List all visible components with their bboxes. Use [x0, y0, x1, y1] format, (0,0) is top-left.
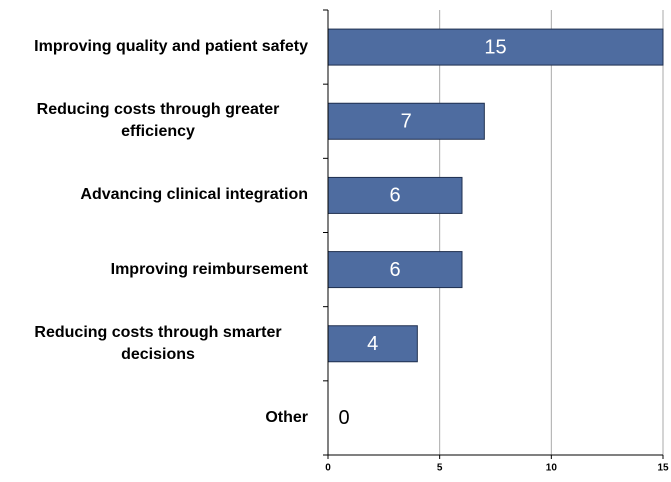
- category-text: Other: [265, 408, 308, 426]
- category-text: Advancing clinical integration: [80, 186, 308, 204]
- category-text: Reducing costs through greater efficienc…: [36, 101, 280, 141]
- value-label: 6: [389, 185, 400, 207]
- x-tick-label: 0: [325, 463, 331, 474]
- value-label: 0: [338, 407, 349, 429]
- bar: [327, 28, 664, 66]
- bar: [327, 325, 418, 363]
- category-label: Improving reimbursement: [8, 259, 308, 281]
- category-label: Reducing costs through smarter decisions: [8, 322, 308, 366]
- category-label: Other: [8, 407, 308, 429]
- x-tick-label: 5: [437, 463, 443, 474]
- category-label: Improving quality and patient safety: [8, 36, 308, 58]
- value-label: 7: [401, 111, 412, 133]
- category-text: Reducing costs through smarter decisions: [34, 323, 282, 363]
- value-label: 15: [484, 36, 506, 58]
- value-label: 4: [367, 333, 378, 355]
- category-text: Improving reimbursement: [110, 260, 308, 278]
- category-text: Improving quality and patient safety: [34, 38, 308, 56]
- value-label: 6: [389, 259, 400, 281]
- bar: [327, 176, 463, 214]
- bar: [327, 251, 463, 289]
- category-label: Advancing clinical integration: [8, 184, 308, 206]
- category-label: Reducing costs through greater efficienc…: [8, 99, 308, 143]
- x-tick-label: 10: [546, 463, 558, 474]
- x-tick-label: 15: [657, 463, 669, 474]
